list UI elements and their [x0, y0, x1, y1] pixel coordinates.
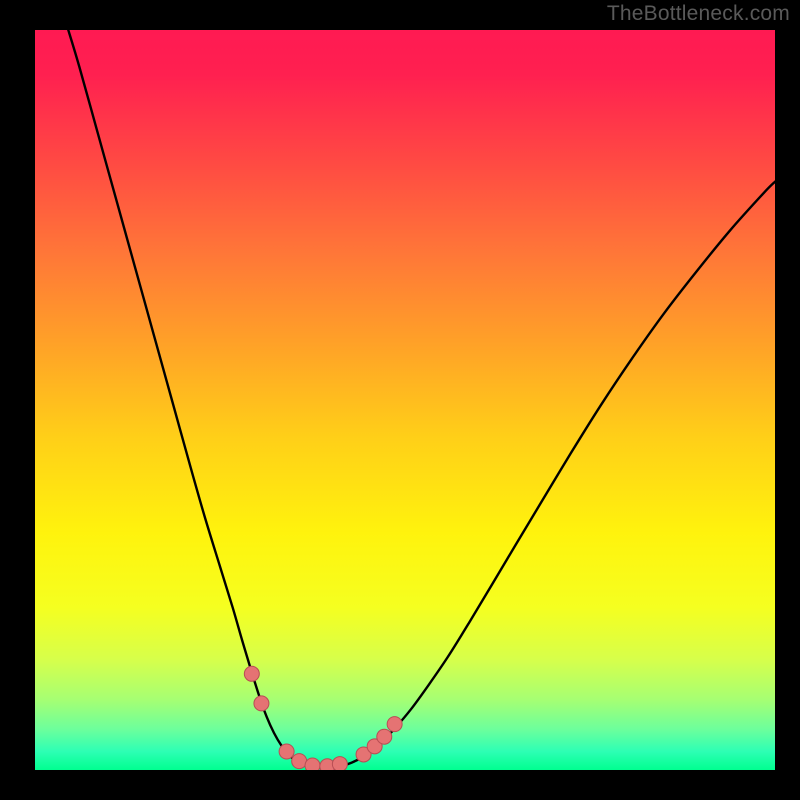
plot-area [35, 30, 775, 770]
marker-dot [332, 757, 347, 770]
watermark-text: TheBottleneck.com [607, 2, 790, 26]
marker-dot [244, 666, 259, 681]
marker-dot [377, 729, 392, 744]
chart-container: TheBottleneck.com [0, 0, 800, 800]
marker-dot [305, 758, 320, 770]
marker-dot [279, 744, 294, 759]
marker-dot [387, 717, 402, 732]
plot-svg [35, 30, 775, 770]
marker-dot [292, 754, 307, 769]
plot-background [35, 30, 775, 770]
marker-dot [254, 696, 269, 711]
